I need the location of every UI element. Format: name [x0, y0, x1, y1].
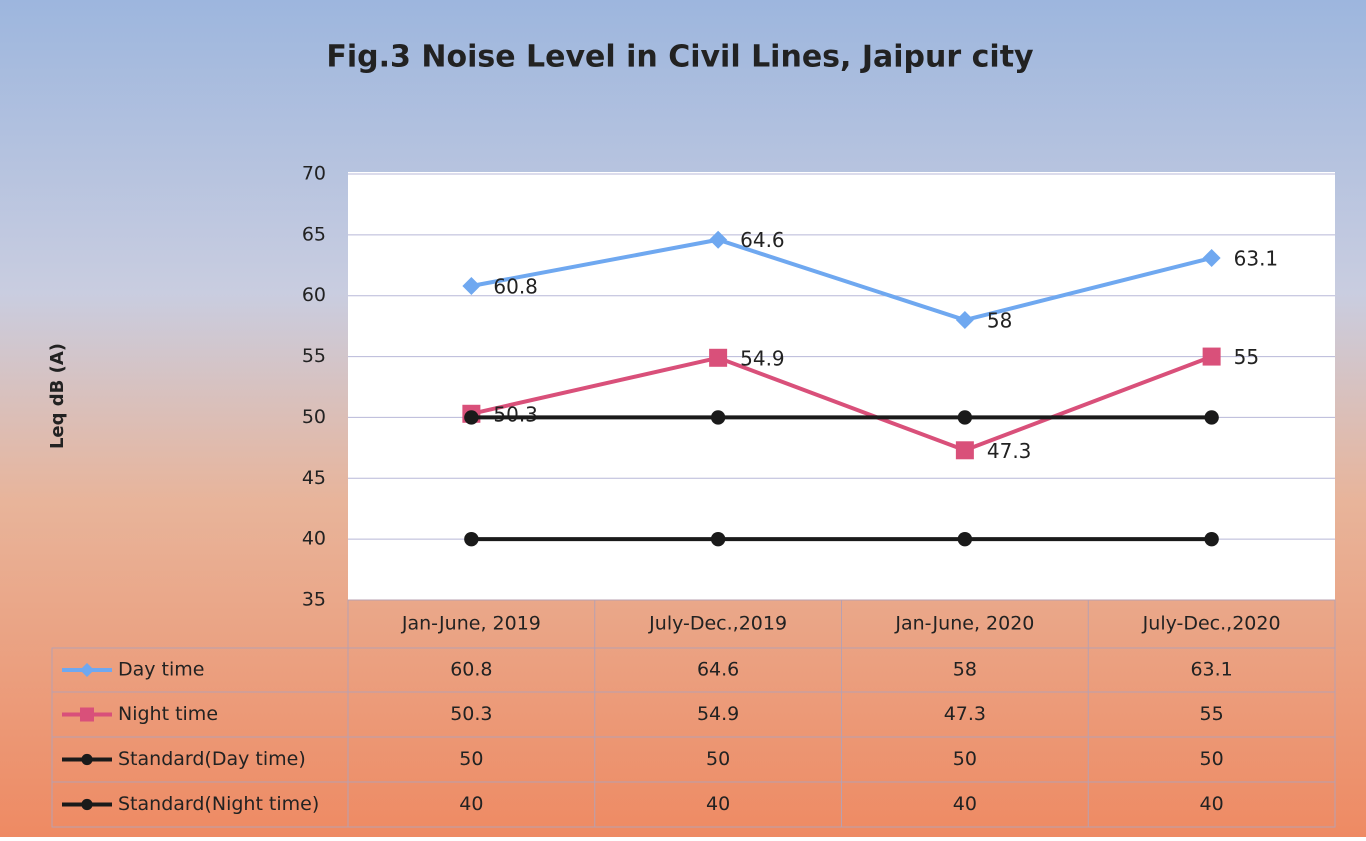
marker-diamond: [955, 311, 974, 330]
legend-label: Day time: [118, 659, 204, 681]
y-tick-label: 60: [302, 284, 326, 306]
data-label: 50.3: [493, 402, 538, 426]
marker-circle: [464, 531, 479, 547]
legend-label: Standard(Night time): [118, 793, 319, 815]
series-line: [470, 354, 1213, 453]
table-cell: 40: [1200, 793, 1224, 815]
y-tick-label: 35: [302, 589, 326, 611]
data-label: 60.8: [493, 274, 538, 298]
table-cell: 64.6: [697, 659, 739, 681]
legend-label: Night time: [118, 703, 218, 725]
series-line: [471, 237, 1213, 323]
marker-square: [80, 707, 94, 722]
data-label: 55: [1234, 345, 1259, 369]
x-tick-label: Jan-June, 2019: [401, 613, 541, 635]
table-cell: 40: [706, 793, 730, 815]
y-tick-label: 70: [302, 163, 326, 185]
x-tick-label: July-Dec.,2020: [1142, 613, 1281, 635]
marker-square: [955, 441, 974, 460]
marker-diamond: [462, 276, 481, 295]
table-cell: 55: [1200, 703, 1224, 725]
marker-diamond: [1202, 248, 1221, 267]
marker-circle: [710, 531, 726, 547]
marker-diamond: [80, 663, 94, 677]
marker-circle: [957, 531, 973, 547]
y-tick-label: 40: [302, 528, 326, 550]
chart-title: Fig.3 Noise Level in Civil Lines, Jaipur…: [326, 40, 1034, 75]
data-label: 54.9: [740, 346, 785, 370]
table-cell: 63.1: [1190, 659, 1232, 681]
table-cell: 50: [953, 748, 977, 770]
table-cell: 50.3: [450, 703, 492, 725]
marker-circle: [710, 410, 726, 425]
marker-circle: [464, 410, 479, 425]
table-cell: 58: [953, 659, 977, 681]
data-label: 58: [987, 309, 1012, 333]
marker-square: [709, 348, 728, 367]
table-cell: 54.9: [697, 703, 739, 725]
y-tick-label: 50: [302, 406, 326, 428]
x-tick-label: July-Dec.,2019: [648, 613, 787, 635]
marker-circle: [81, 798, 93, 811]
table-cell: 50: [459, 748, 483, 770]
table-cell: 40: [459, 793, 483, 815]
marker-diamond: [709, 230, 728, 249]
marker-square: [1202, 347, 1221, 366]
y-axis-label: Leq dB (A): [47, 343, 68, 449]
table-cell: 40: [953, 793, 977, 815]
marker-circle: [1204, 410, 1219, 425]
y-tick-label: 55: [302, 345, 326, 367]
marker-circle: [957, 410, 973, 425]
table-cell: 60.8: [450, 659, 492, 681]
data-label: 63.1: [1234, 246, 1279, 270]
table-cell: 50: [1200, 748, 1224, 770]
plot-area: [348, 172, 1335, 600]
table-cell: 47.3: [944, 703, 986, 725]
data-label: 64.6: [740, 228, 785, 252]
y-tick-label: 45: [302, 467, 326, 489]
data-label: 47.3: [987, 439, 1032, 463]
y-tick-label: 65: [302, 223, 326, 245]
x-tick-label: Jan-June, 2020: [894, 613, 1034, 635]
table-cell: 50: [706, 748, 730, 770]
marker-circle: [1204, 531, 1219, 547]
legend-label: Standard(Day time): [118, 748, 306, 770]
marker-circle: [81, 753, 93, 766]
